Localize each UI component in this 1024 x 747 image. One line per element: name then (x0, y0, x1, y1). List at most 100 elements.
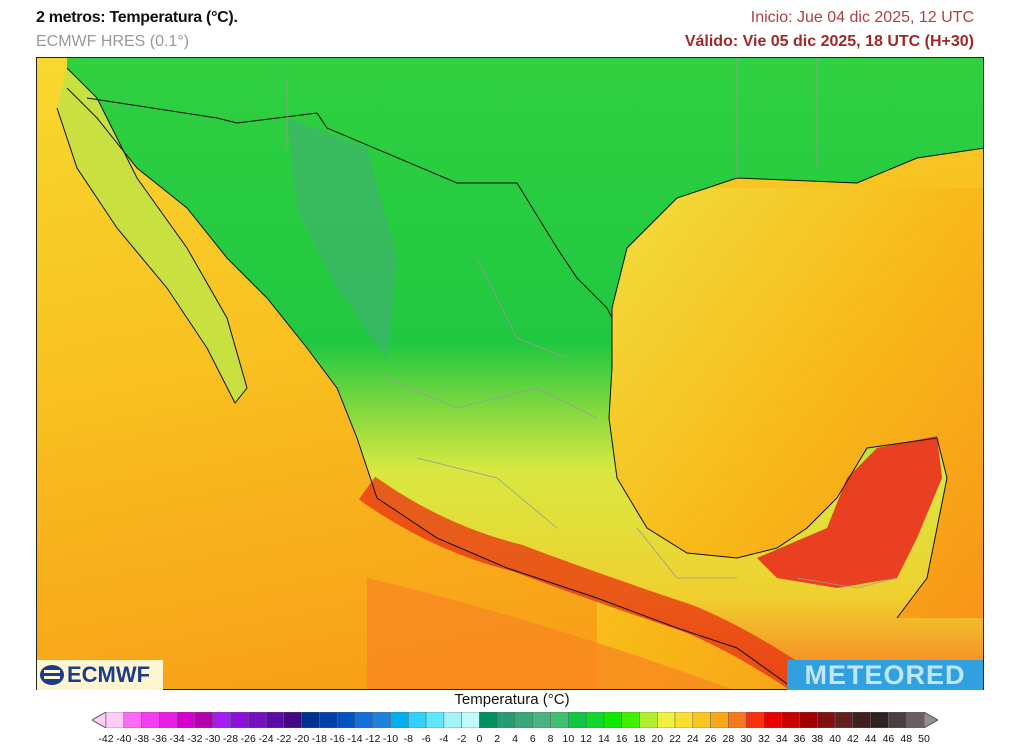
coastline (66, 87, 983, 689)
colorbar-tick-label: 10 (562, 733, 575, 745)
colorbar-tick-label: -14 (347, 733, 363, 745)
colorbar-cell (888, 712, 907, 728)
colorbar-title: Temperatura (°C) (454, 691, 570, 708)
colorbar-tick-label: 14 (598, 733, 610, 745)
colorbar-tick-label: 6 (529, 733, 536, 745)
colorbar-tick-label: 18 (633, 733, 646, 745)
colorbar-cell (728, 712, 747, 728)
colorbar-tick-label: 36 (793, 733, 806, 745)
colorbar-tick-label: 40 (829, 733, 841, 745)
colorbar-tick-label: -32 (187, 733, 203, 745)
colorbar-cell (674, 712, 694, 728)
colorbar-tick-label: -30 (205, 733, 221, 745)
colorbar-cell (817, 712, 836, 728)
colorbar-tick-label: 34 (775, 733, 788, 745)
temperature-map[interactable] (36, 57, 984, 690)
state-borders (286, 58, 898, 589)
colorbar-cell (799, 712, 818, 728)
colorbar-cell (532, 712, 551, 728)
model-name: ECMWF HRES (0.1°) (36, 33, 190, 50)
colorbar-tick-label: -42 (98, 733, 114, 745)
colorbar-cell (194, 712, 213, 728)
colorbar-cell (390, 712, 409, 728)
colorbar-tick-label: 4 (512, 733, 518, 745)
colorbar-tick-label: -24 (258, 733, 274, 745)
colorbar-cell (319, 712, 338, 728)
colorbar-cell (336, 712, 356, 728)
colorbar-tick-label: -6 (421, 733, 431, 745)
colorbar-cell (123, 712, 142, 728)
colorbar-tick-label: -36 (151, 733, 167, 745)
north-grey-highlands (287, 118, 397, 358)
colorbar-labels: -42 -40 -38 -36 -34 -32 -30 -28 -26 -24 -22 -20 -18-… (0, 733, 1024, 747)
colorbar-cell (639, 712, 658, 728)
baja-coastline (56, 67, 248, 404)
colorbar-cell (230, 712, 249, 728)
colorbar-cell (834, 712, 854, 728)
colorbar-tick-label: 20 (651, 733, 664, 745)
colorbar-cell (905, 712, 925, 728)
us-mexico-border (86, 97, 613, 319)
south-coast-warm-band (358, 476, 805, 689)
ecmwf-logo: ECMWF (37, 660, 163, 690)
colorbar-cell (159, 712, 178, 728)
colorbar-cell (710, 712, 729, 728)
colorbar-cell (212, 712, 231, 728)
valid-time: Válido: Vie 05 dic 2025, 18 UTC (H+30) (684, 33, 974, 50)
colorbar-tick-label: 42 (847, 733, 859, 745)
colorbar-tick-label: 48 (900, 733, 913, 745)
yucatan-hot-area (757, 436, 942, 588)
colorbar-tick-label: 38 (811, 733, 824, 745)
colorbar-under-arrow (92, 712, 107, 728)
colorbar-tick-label: -16 (329, 733, 345, 745)
colorbar-tick-label: -38 (133, 733, 150, 745)
colorbar-tick-label: 44 (864, 733, 877, 745)
colorbar-over-arrow (923, 712, 938, 728)
colorbar-cell (176, 712, 196, 728)
colorbar-cell (141, 712, 160, 728)
baja-california (57, 68, 247, 403)
colorbar-tick-label: -28 (222, 733, 239, 745)
init-time: Inicio: Jue 04 dic 2025, 12 UTC (750, 9, 974, 26)
colorbar-tick-label: 32 (758, 733, 770, 745)
warm-pacific-area (367, 578, 732, 689)
colorbar-tick-label: -8 (403, 733, 413, 745)
colorbar-cell (763, 712, 782, 728)
colorbar-tick-label: 50 (918, 733, 930, 745)
colorbar-tick-label: 28 (722, 733, 735, 745)
colorbar-cell (745, 712, 765, 728)
colorbar-cell (603, 712, 622, 728)
colorbar-cell (301, 712, 320, 728)
colorbar-tick-label: -10 (382, 733, 399, 745)
colorbar-tick-label: 8 (547, 733, 554, 745)
colorbar-tick-label: 46 (882, 733, 895, 745)
colorbar-tick-label: 16 (615, 733, 628, 745)
colorbar-cell (408, 712, 427, 728)
colorbar-tick-label: -26 (240, 733, 256, 745)
colorbar-tick-label: 30 (740, 733, 753, 745)
colorbar-tick-label: -2 (456, 733, 467, 745)
colorbar-cell (372, 712, 391, 728)
colorbar-tick-label: -4 (439, 733, 449, 745)
ecmwf-logo-text: ECMWF (67, 662, 151, 687)
colorbar-tick-label: 22 (669, 733, 681, 745)
colorbar-cell (568, 712, 587, 728)
map-canvas (37, 58, 983, 689)
colorbar-cell (283, 712, 302, 728)
colorbar-cell (479, 712, 498, 728)
colorbar-tick-label: 24 (686, 733, 699, 745)
colorbar-tick-label: -34 (169, 733, 185, 745)
colorbar-cell (461, 712, 480, 728)
colorbar-cell (105, 712, 125, 728)
colorbar-tick-label: 12 (580, 733, 592, 745)
colorbar-cell (496, 712, 516, 728)
colorbar-tick-label: 26 (704, 733, 717, 745)
colorbar-cell (514, 712, 534, 728)
colorbar-cell (692, 712, 711, 728)
colorbar-cell (443, 712, 462, 728)
colorbar-tick-label: -22 (276, 733, 292, 745)
colorbar-tick-label: 2 (494, 733, 501, 745)
colorbar-cell (248, 712, 267, 728)
colorbar-cell (425, 712, 445, 728)
colorbar-cell (852, 712, 871, 728)
